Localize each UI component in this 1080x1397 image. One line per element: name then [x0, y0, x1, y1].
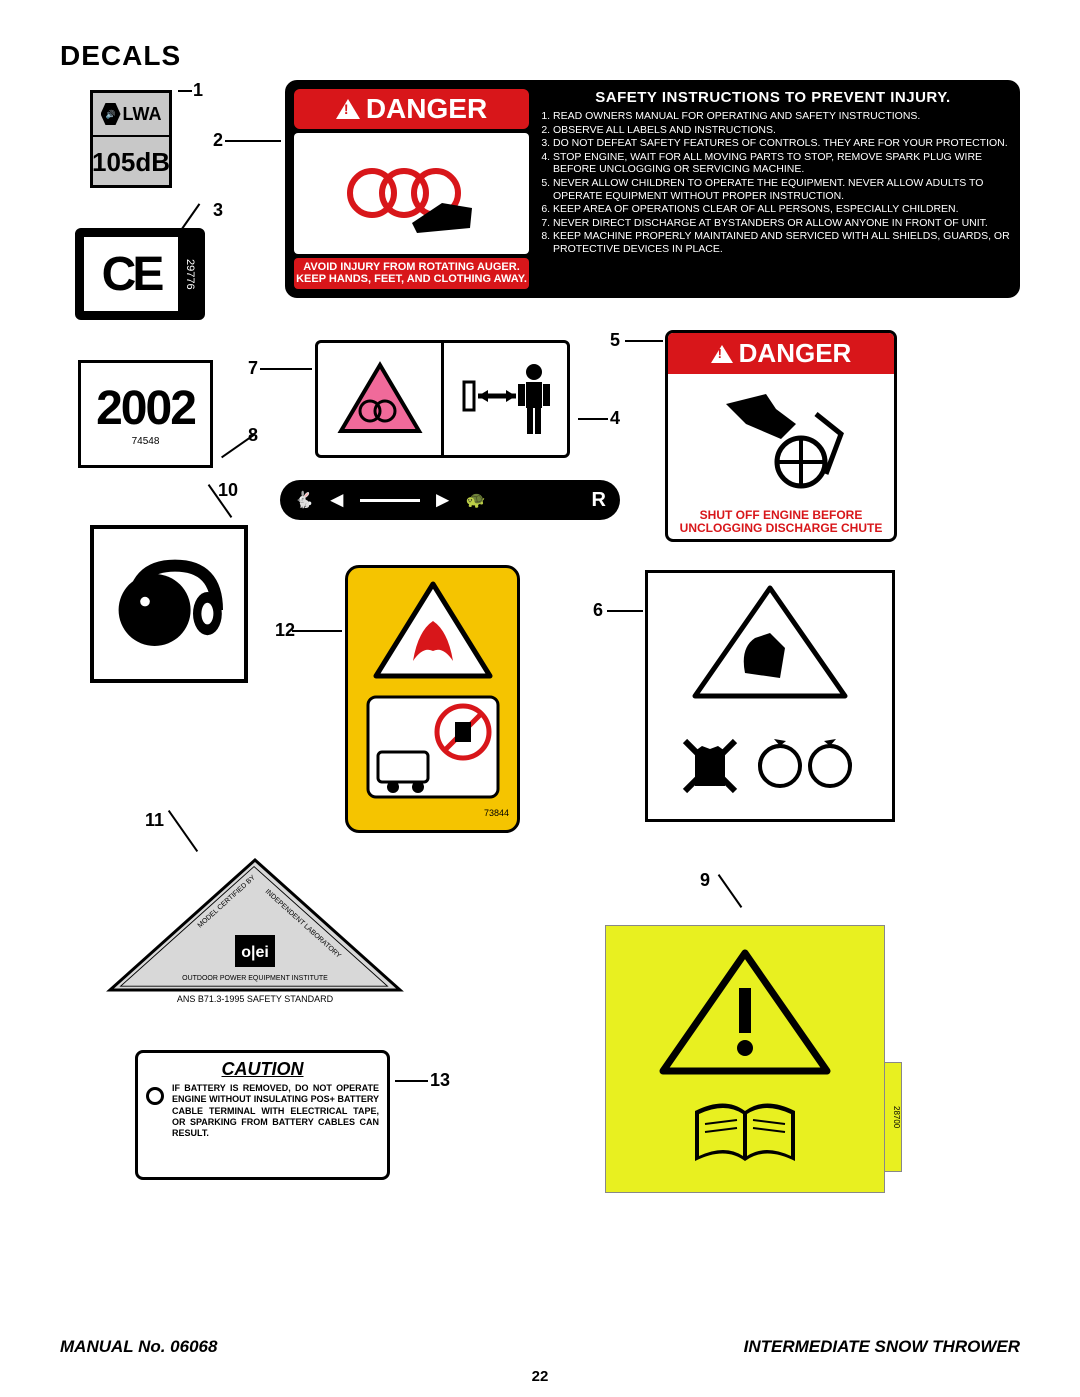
- decal-battery-caution: CAUTION IF BATTERY IS REMOVED, DO NOT OP…: [135, 1050, 390, 1180]
- manual-book-icon: [685, 1096, 805, 1176]
- safety-item: KEEP MACHINE PROPERLY MAINTAINED AND SER…: [553, 230, 1011, 255]
- alert-icon: [336, 99, 360, 119]
- safety-item: NEVER DIRECT DISCHARGE AT BYSTANDERS OR …: [553, 217, 1011, 230]
- safety-header: SAFETY INSTRUCTIONS TO PREVENT INJURY.: [535, 89, 1011, 106]
- safety-item: NEVER ALLOW CHILDREN TO OPERATE THE EQUI…: [553, 177, 1011, 202]
- fire-triangle-icon: [368, 576, 498, 686]
- decal-auger-hand: [645, 570, 895, 822]
- callout-3: 3: [213, 200, 223, 221]
- ce-text: CE: [84, 237, 178, 311]
- opei-line1: OUTDOOR POWER EQUIPMENT INSTITUTE: [182, 975, 328, 982]
- decal-speed-selector: 🐇 ◄ ► 🐢 R: [280, 480, 620, 520]
- safety-item: OBSERVE ALL LABELS AND INSTRUCTIONS.: [553, 124, 1011, 137]
- footer-left: MANUAL No. 06068: [60, 1337, 217, 1357]
- no-fuel-running-icon: [363, 692, 503, 802]
- headphones-icon: [109, 544, 229, 664]
- year-value: 2002: [81, 363, 210, 436]
- decal-sound-level: 🔊LWA 105dB: [90, 90, 172, 188]
- decal-ce-mark: CE 29776: [75, 228, 205, 320]
- page-number: 22: [0, 1368, 1080, 1385]
- safety-item: DO NOT DEFEAT SAFETY FEATURES OF CONTROL…: [553, 137, 1011, 150]
- arrow-right-icon: ►: [432, 487, 454, 513]
- distance-icon: [456, 354, 556, 444]
- safety-list: READ OWNERS MANUAL FOR OPERATING AND SAF…: [535, 110, 1011, 256]
- callout-7: 7: [248, 358, 258, 379]
- callout-6: 6: [593, 600, 603, 621]
- danger-word: DANGER: [739, 338, 852, 369]
- auger-foot-icon: [342, 148, 482, 238]
- decal-ear-protection: [90, 525, 248, 683]
- year-code: 74548: [81, 436, 210, 447]
- turtle-icon: 🐢: [465, 490, 485, 510]
- fuel-code: 73844: [484, 808, 509, 818]
- reverse-label: R: [592, 489, 606, 512]
- callout-13: 13: [430, 1070, 450, 1091]
- safety-item: STOP ENGINE, WAIT FOR ALL MOVING PARTS T…: [553, 151, 1011, 176]
- rabbit-icon: 🐇: [294, 490, 314, 510]
- callout-4: 4: [610, 408, 620, 429]
- decal-keep-distance: [315, 340, 570, 458]
- rotating-augers-icon: [750, 731, 860, 801]
- db-value: 105dB: [93, 137, 169, 187]
- page-title: DECALS: [60, 40, 1020, 72]
- decal-main-danger: DANGER AVOID INJURY FROM ROTATING AUGER.…: [285, 80, 1020, 298]
- callout-2: 2: [213, 130, 223, 151]
- bullet-icon: [146, 1087, 164, 1105]
- hand-chute-icon: [706, 384, 856, 494]
- decal-year: 2002 74548: [78, 360, 213, 468]
- caution-body: IF BATTERY IS REMOVED, DO NOT OPERATE EN…: [172, 1083, 379, 1139]
- decal-opei-cert: o|ei OUTDOOR POWER EQUIPMENT INSTITUTE A…: [105, 850, 405, 1020]
- auger-warning-text: AVOID INJURY FROM ROTATING AUGER. KEEP H…: [294, 258, 529, 289]
- warning-triangle-icon: [655, 943, 835, 1083]
- callout-11: 11: [145, 810, 164, 831]
- hand-triangle-icon: [685, 578, 855, 708]
- safety-item: READ OWNERS MANUAL FOR OPERATING AND SAF…: [553, 110, 1011, 123]
- decal-fuel-fire: 73844: [345, 565, 520, 833]
- decal-read-manual: 28700: [605, 925, 885, 1193]
- svg-text:o|ei: o|ei: [241, 944, 269, 961]
- arrow-left-icon: ◄: [326, 487, 348, 513]
- callout-10: 10: [218, 480, 238, 501]
- lwa-label: LWA: [123, 104, 162, 125]
- decal-chute-danger: DANGER SHUT OFF ENGINE BEFORE UNCLOGGING…: [665, 330, 897, 542]
- callout-1: 1: [193, 80, 203, 101]
- chute-warning-text: SHUT OFF ENGINE BEFORE UNCLOGGING DISCHA…: [668, 505, 894, 539]
- footer-right: INTERMEDIATE SNOW THROWER: [744, 1337, 1020, 1357]
- auger-triangle-icon: [335, 359, 425, 439]
- ce-code: 29776: [178, 231, 202, 317]
- safety-item: KEEP AREA OF OPERATIONS CLEAR OF ALL PER…: [553, 203, 1011, 216]
- caution-caption: CAUTION: [146, 1059, 379, 1080]
- alert-icon: [711, 345, 733, 363]
- danger-word: DANGER: [366, 93, 487, 125]
- callout-9: 9: [700, 870, 710, 891]
- manual-code: 28700: [884, 1062, 902, 1172]
- opei-line2: ANS B71.3-1995 SAFETY STANDARD: [177, 994, 334, 1004]
- no-hand-icon: [680, 731, 740, 801]
- callout-5: 5: [610, 330, 620, 351]
